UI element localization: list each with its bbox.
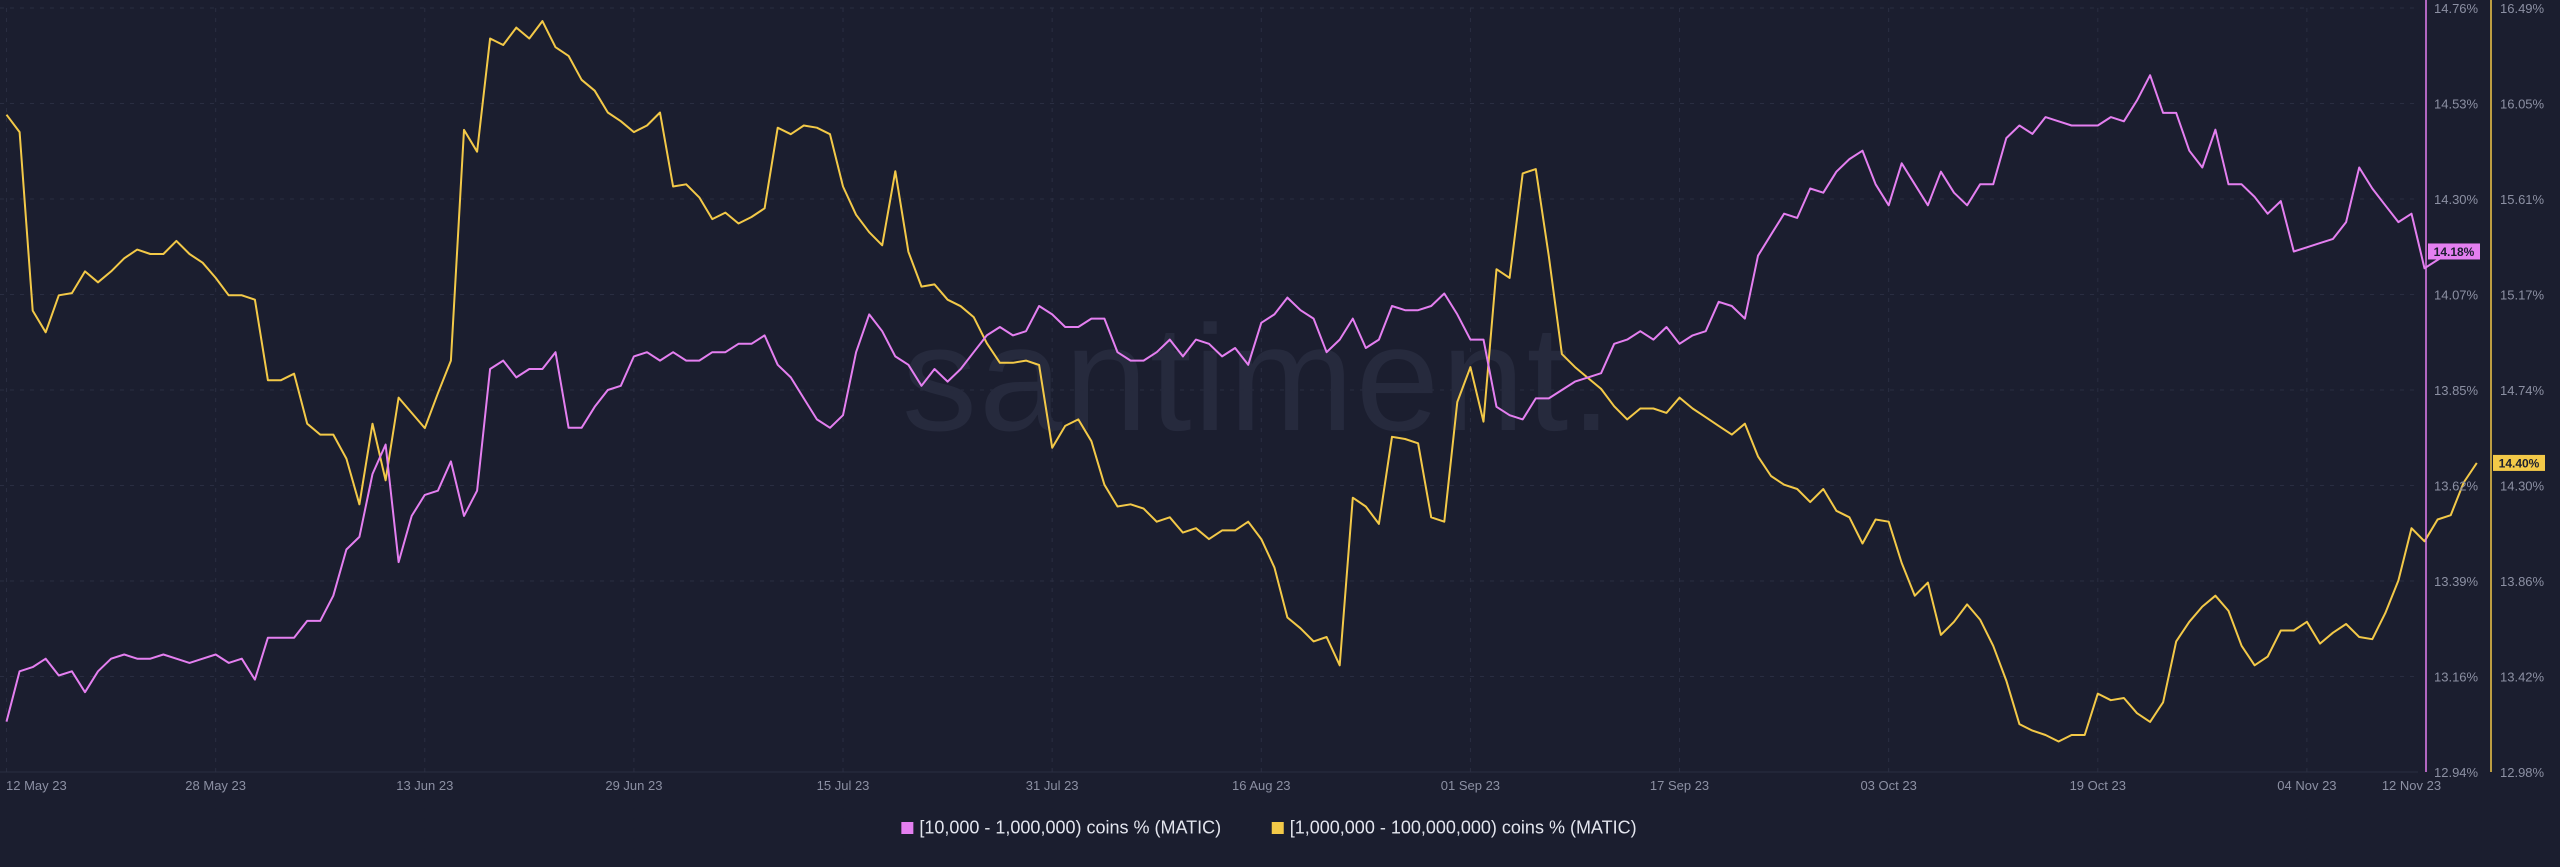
santiment-watermark: santiment. [902, 294, 1614, 462]
last-value-badge-b: 14.40% [2493, 454, 2545, 471]
series-layer [5, 20, 2478, 743]
left-axis-tick-label: 13.62% [2434, 479, 2479, 494]
right-axis-tick-label: 13.42% [2500, 670, 2545, 685]
badge-background [2428, 243, 2480, 260]
x-axis-tick-label: 13 Jun 23 [396, 778, 453, 793]
left-axis-tick-label: 14.76% [2434, 1, 2479, 16]
legend-item-a: [10,000 - 1,000,000) coins % (MATIC) [901, 818, 1221, 838]
legend: [10,000 - 1,000,000) coins % (MATIC) [1,0… [901, 818, 1637, 838]
legend-label: [1,000,000 - 100,000,000) coins % (MATIC… [1290, 818, 1637, 838]
left-axis-tick-label: 13.85% [2434, 383, 2479, 398]
series-line-a [5, 74, 2464, 722]
left-axis-tick-label: 12.94% [2434, 765, 2479, 780]
badge-label: 14.18% [2434, 245, 2475, 259]
legend-swatch [1271, 822, 1284, 834]
axes: 14.76% 14.53% 14.30% 14.07% 13.85% 13.62% 13.3… [6, 0, 2545, 793]
x-axis-tick-label: 17 Sep 23 [1650, 778, 1709, 793]
grid [0, 7, 2418, 773]
badge-background [2493, 454, 2545, 471]
right-axis-tick-label: 16.05% [2500, 97, 2545, 112]
left-axis-tick-label: 14.30% [2434, 192, 2479, 207]
left-axis-tick-label: 14.53% [2434, 97, 2479, 112]
right-axis-tick-label: 16.49% [2500, 1, 2545, 16]
x-axis-tick-label: 01 Sep 23 [1441, 778, 1500, 793]
left-axis-tick-label: 14.07% [2434, 288, 2479, 303]
left-axis-tick-label: 13.39% [2434, 574, 2479, 589]
right-axis-tick-label: 13.86% [2500, 574, 2545, 589]
last-value-badge-a: 14.18% [2428, 243, 2480, 260]
right-axis-tick-label: 15.61% [2500, 192, 2545, 207]
badge-label: 14.40% [2499, 456, 2540, 470]
x-axis-tick-label: 28 May 23 [185, 778, 246, 793]
x-axis-tick-label: 31 Jul 23 [1026, 778, 1079, 793]
x-axis-tick-label: 15 Jul 23 [817, 778, 870, 793]
right-axis-tick-label: 15.17% [2500, 288, 2545, 303]
x-axis-tick-label: 29 Jun 23 [605, 778, 662, 793]
right-axis-tick-label: 12.98% [2500, 765, 2545, 780]
x-axis-tick-label: 12 Nov 23 [2382, 778, 2441, 793]
x-axis-tick-label: 19 Oct 23 [2070, 778, 2126, 793]
x-axis-tick-label: 03 Oct 23 [1860, 778, 1916, 793]
left-axis-tick-label: 13.16% [2434, 670, 2479, 685]
right-axis-tick-label: 14.30% [2500, 479, 2545, 494]
legend-item-b: [1,000,000 - 100,000,000) coins % (MATIC… [1271, 818, 1637, 838]
x-axis-tick-label: 12 May 23 [6, 778, 67, 793]
legend-swatch [901, 822, 914, 834]
x-axis-tick-label: 04 Nov 23 [2277, 778, 2336, 793]
x-axis-tick-label: 16 Aug 23 [1232, 778, 1291, 793]
legend-label: [10,000 - 1,000,000) coins % (MATIC) [919, 818, 1221, 838]
right-axis-tick-label: 14.74% [2500, 383, 2545, 398]
series-line-b [5, 20, 2478, 743]
